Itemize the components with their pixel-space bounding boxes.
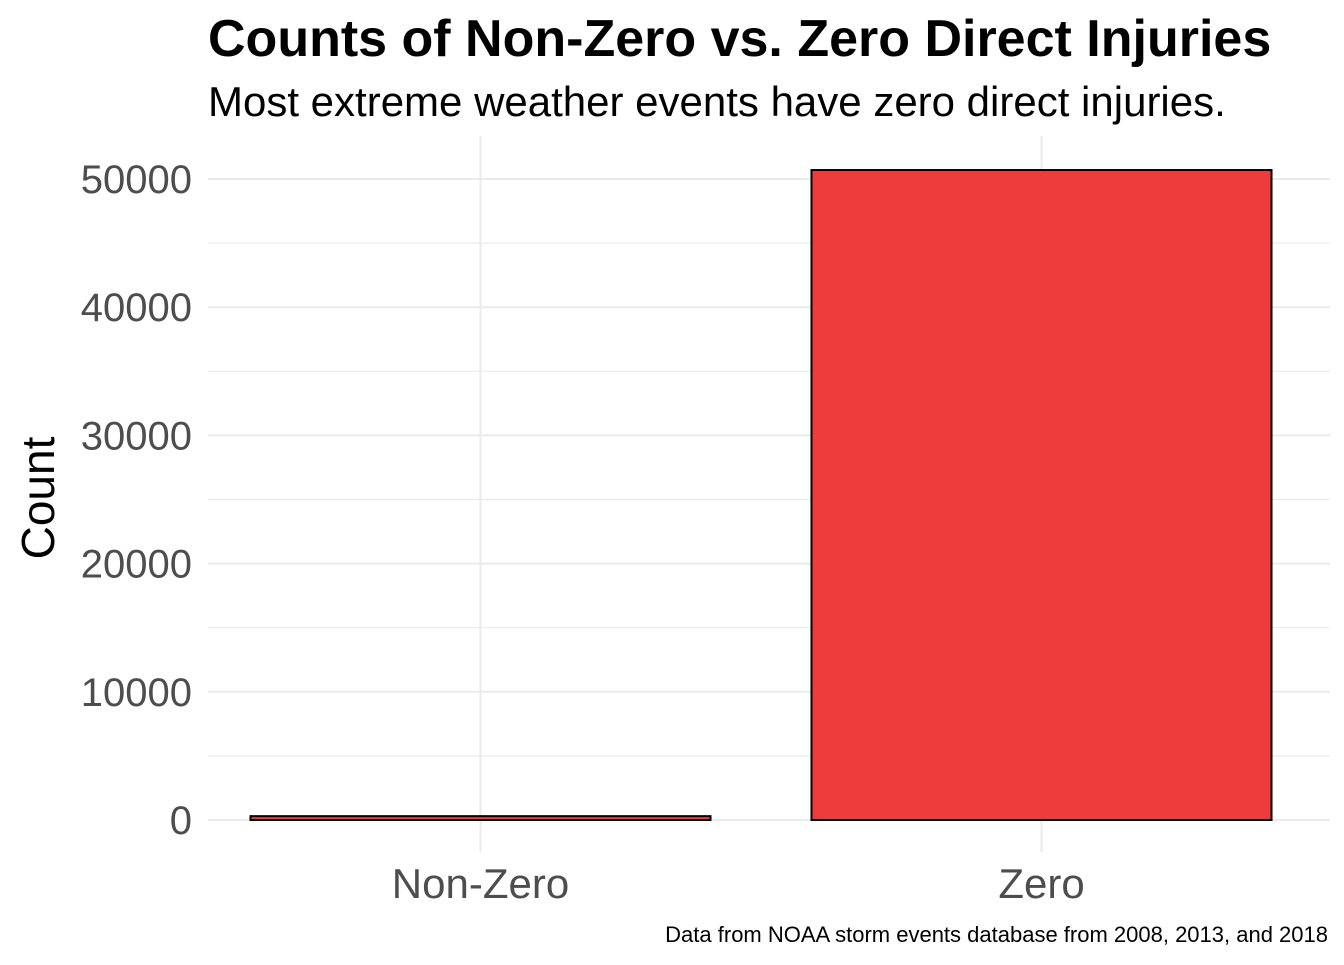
chart-subtitle: Most extreme weather events have zero di… [208,78,1226,125]
chart-title: Counts of Non-Zero vs. Zero Direct Injur… [208,10,1271,68]
bar-non-zero [249,815,712,821]
y-tick-label: 40000 [81,286,192,330]
x-tick-label: Non-Zero [392,860,569,907]
x-tick-label: Zero [998,860,1084,907]
y-axis-label: Count [12,436,64,559]
bar-layer [249,169,1273,821]
y-tick-labels: 0 10000 20000 30000 40000 50000 [81,158,192,843]
x-tick-labels: Non-Zero Zero [392,860,1085,907]
y-tick-label: 50000 [81,158,192,202]
y-tick-label: 30000 [81,414,192,458]
y-tick-label: 0 [170,799,192,843]
y-tick-label: 10000 [81,671,192,715]
chart-caption: Data from NOAA storm events database fro… [665,922,1328,947]
y-tick-label: 20000 [81,543,192,587]
bar-zero [810,169,1273,821]
